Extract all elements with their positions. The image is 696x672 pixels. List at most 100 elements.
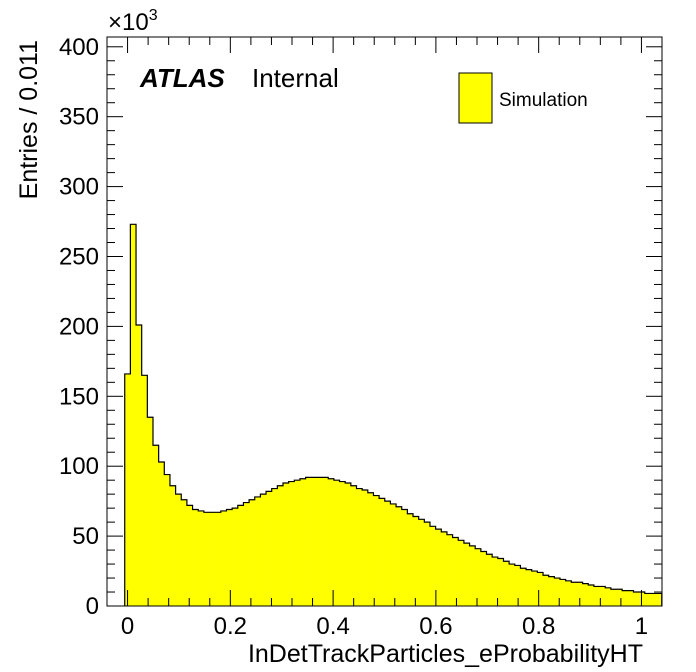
histogram-bar [249, 499, 256, 606]
histogram-bar [367, 492, 374, 606]
y-axis-ticks: 0 50 100 150 200 250 300 350 400 [59, 34, 662, 620]
x-tick-label: 0.4 [316, 613, 349, 640]
histogram-bar [650, 593, 657, 606]
histogram-bar [543, 575, 549, 606]
x-tick-label: 0.2 [214, 613, 247, 640]
histogram-bar [537, 572, 544, 606]
histogram-bar [418, 519, 425, 606]
histogram-bar [571, 582, 578, 606]
y-tick-label: 350 [59, 104, 99, 131]
histogram-bar [141, 375, 148, 606]
histogram-bar [215, 512, 222, 606]
histogram-outline [124, 223, 663, 606]
histogram-bar [622, 590, 629, 606]
histogram-bar [299, 478, 306, 606]
histogram-bar [396, 506, 403, 606]
histogram-bar [531, 571, 538, 606]
histogram-bar [311, 477, 318, 606]
histogram-bar [616, 589, 623, 606]
histogram-bar [446, 534, 453, 606]
histogram-bar [226, 509, 233, 606]
histogram-bar [429, 526, 436, 606]
histogram-bar [209, 512, 216, 606]
histogram-bar [441, 531, 448, 606]
y-axis-label: Entries / 0.011 [15, 40, 43, 199]
histogram-bar [576, 582, 583, 606]
histogram-bar [633, 592, 640, 606]
histogram-bar [458, 540, 465, 606]
histogram-bar [644, 593, 651, 606]
legend: Simulation [458, 72, 588, 124]
histogram-bar [124, 373, 131, 606]
histogram-bar [260, 494, 267, 606]
histogram-bar [294, 480, 301, 606]
histogram-bar [345, 482, 352, 606]
histogram-bar [373, 495, 380, 606]
histogram-bar [582, 583, 589, 606]
plot-frame [106, 36, 663, 607]
y-tick-label: 300 [59, 174, 99, 201]
x-tick-label: 0.8 [522, 613, 555, 640]
histogram-bar [520, 568, 527, 606]
histogram-bar [356, 488, 363, 606]
histogram-bar [475, 548, 482, 606]
histogram-bar [136, 324, 142, 606]
histogram-bar [175, 494, 182, 606]
y-multiplier: ×103 [108, 7, 158, 36]
histogram-bar [333, 480, 340, 606]
y-tick-label: 400 [59, 34, 99, 61]
histogram-bars [124, 223, 663, 606]
histogram-bar [328, 478, 335, 606]
histogram-bar [435, 529, 442, 606]
histogram-bar [480, 551, 487, 606]
histogram-bar [288, 481, 295, 606]
histogram-bar [362, 489, 369, 606]
histogram-bar [463, 543, 470, 606]
histogram-bar [639, 592, 646, 606]
histogram-bar [548, 576, 555, 606]
histogram-bar [164, 474, 171, 606]
histogram-bar [605, 587, 612, 606]
x-tick-label: 1 [635, 613, 648, 640]
histogram-bar [198, 510, 205, 606]
y-tick-label: 100 [59, 453, 99, 480]
histogram-bar [599, 586, 606, 606]
histogram-bar [192, 509, 199, 606]
plot-border [106, 36, 663, 607]
y-multiplier-exponent: 3 [149, 7, 158, 24]
internal-label: Internal [252, 63, 339, 93]
histogram-bar [588, 585, 595, 606]
histogram-bar [656, 593, 663, 606]
histogram-bar [147, 417, 154, 606]
histogram-bar [413, 516, 419, 606]
histogram-bar [181, 499, 188, 606]
histogram-bar [316, 477, 323, 606]
y-tick-label: 200 [59, 313, 99, 340]
histogram-bar [503, 561, 510, 606]
histogram-bar [305, 477, 312, 606]
histogram-bar [186, 505, 193, 606]
histogram-bar [232, 508, 239, 606]
histogram-bar [152, 445, 159, 606]
histogram-bar [452, 537, 459, 606]
y-tick-label: 50 [72, 523, 99, 550]
histogram-bar [509, 564, 516, 606]
histogram-bar [554, 578, 561, 606]
atlas-label: ATLAS [139, 63, 225, 93]
legend-label-simulation: Simulation [499, 90, 588, 111]
histogram-bar [492, 557, 499, 606]
y-tick-label: 250 [59, 243, 99, 270]
histogram-bar [559, 579, 566, 606]
histogram-bar [237, 505, 244, 606]
histogram-bar [627, 590, 634, 606]
histogram-bar [266, 491, 273, 606]
histogram-bar [339, 481, 346, 606]
histogram-bar [243, 502, 250, 606]
x-axis-ticks: 0 0.2 0.4 0.6 0.8 1 [106, 37, 663, 640]
y-tick-label: 0 [86, 593, 99, 620]
histogram-bar [283, 482, 289, 606]
histogram-bar [514, 565, 521, 606]
histogram-bar [593, 586, 600, 606]
histogram-bar [407, 513, 414, 606]
